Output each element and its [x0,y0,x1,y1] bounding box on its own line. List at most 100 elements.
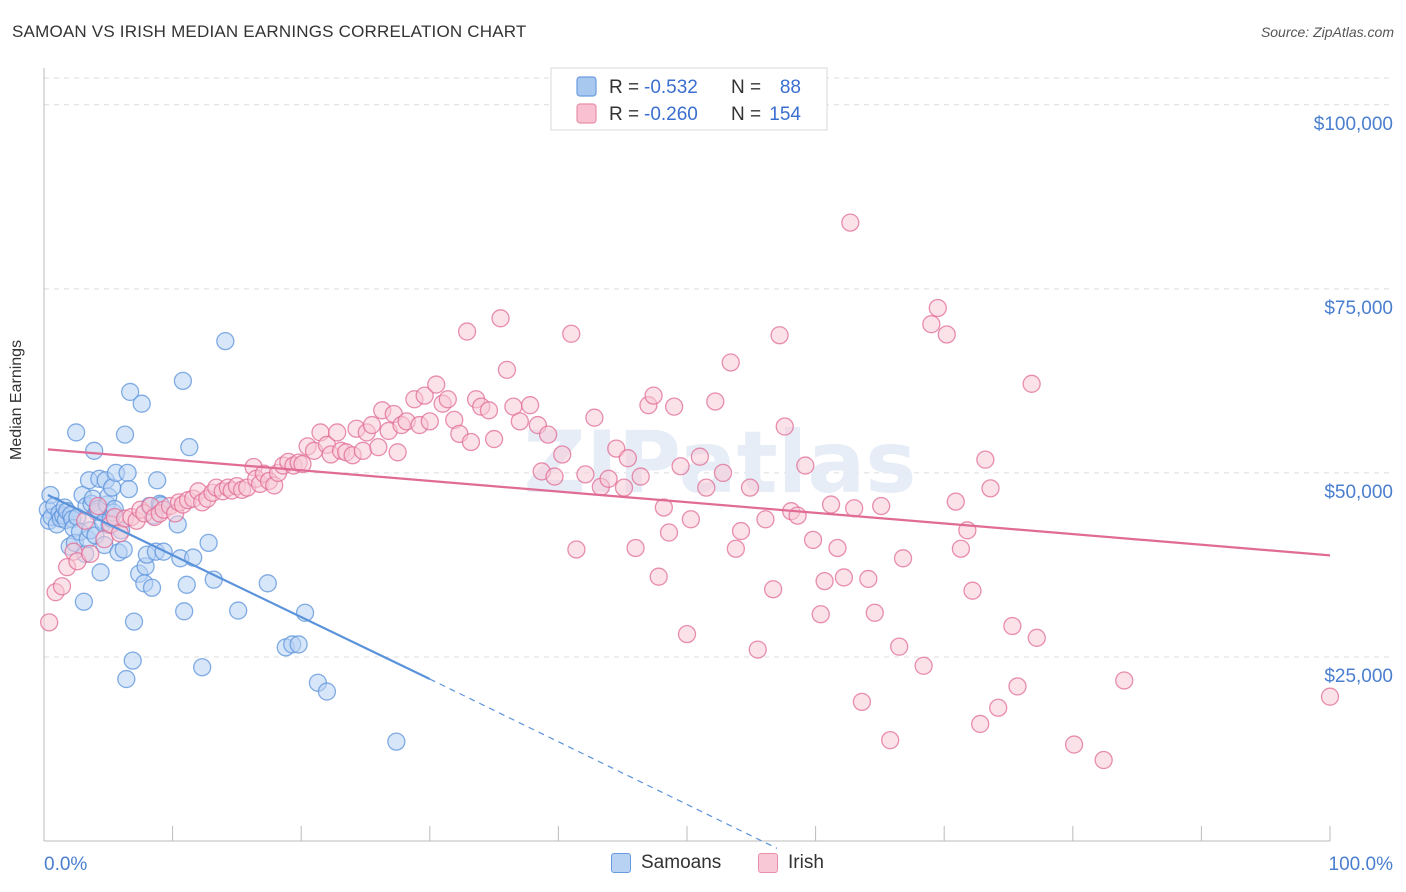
watermark: ZIPatlas [524,413,917,513]
point-irish [677,624,697,644]
stats-legend-box [550,67,828,131]
point-irish [865,603,884,622]
point-irish [81,544,100,564]
point-samoans [119,479,139,499]
point-irish [951,539,971,558]
legend-label-irish: Irish [788,852,824,873]
point-irish [981,479,1000,498]
point-irish [626,538,645,558]
point-samoans [193,658,212,677]
point-irish [438,390,457,409]
point-irish [963,581,982,600]
point-irish [821,495,841,514]
point-irish [1022,374,1041,393]
point-irish [706,392,725,411]
legend-swatch-samoans [611,853,631,873]
stats-legend-n-value: 154 [769,104,801,125]
point-irish [420,412,439,431]
point-irish [756,510,775,529]
point-samoans [124,612,144,631]
point-samoans [387,732,406,751]
point-irish [671,457,690,476]
point-irish [713,463,733,483]
point-irish [697,478,716,497]
point-irish [1008,677,1027,696]
point-irish [770,326,789,345]
point-irish [664,397,684,416]
point-irish [1003,616,1022,636]
point-irish [914,656,933,675]
stats-legend-r-value: -0.532 [644,77,698,98]
point-samoans [216,331,235,351]
stats-legend-r-value: -0.260 [644,104,698,125]
point-irish [828,538,847,558]
point-irish [971,714,990,734]
point-irish [834,568,854,587]
point-irish [567,540,586,559]
point-irish [538,425,558,444]
x-tick-label-max: 100.0% [1329,854,1394,875]
point-irish [328,423,347,442]
point-irish [353,441,373,460]
point-irish [1115,671,1134,690]
point-irish [976,450,995,469]
point-irish [815,571,834,591]
point-samoans [175,602,194,621]
trend-line-samoans [47,493,431,681]
point-irish [618,449,637,468]
point-samoans [117,669,136,689]
point-irish [946,492,965,511]
stats-legend-r-label: R = [609,104,639,125]
point-irish [644,386,663,405]
y-tick-label: $100,000 [1314,114,1393,135]
point-irish [690,447,710,466]
point-irish [803,530,823,550]
point-irish [599,469,618,488]
point-irish [52,577,72,596]
point-irish [491,309,510,328]
point-irish [852,692,872,712]
point-irish [989,698,1008,717]
point-samoans [74,592,94,611]
point-irish [415,386,434,405]
point-samoans [204,570,223,589]
point-irish [775,417,794,436]
point-irish [1094,750,1113,770]
point-irish [845,499,864,518]
point-irish [649,567,668,586]
point-irish [1064,735,1084,754]
point-irish [1320,687,1340,706]
point-irish [788,506,807,525]
point-irish [928,298,947,318]
point-samoans [115,425,135,444]
point-irish [764,580,783,599]
point-irish [937,325,956,344]
point-samoans [258,574,277,593]
point-irish [457,322,477,341]
point-irish [748,640,767,659]
point-samoans [121,382,140,402]
point-samoans [184,548,203,567]
point-irish [881,730,900,750]
point-irish [39,613,59,632]
point-samoans [85,441,104,460]
point-irish [1027,628,1046,647]
point-samoans [91,563,110,582]
stats-legend-swatch [576,76,597,97]
point-irish [796,456,815,475]
point-irish [545,467,564,486]
point-samoans [148,471,167,490]
point-irish [293,454,312,474]
point-samoans [118,463,137,483]
point-irish [562,324,581,343]
point-irish [726,539,746,558]
point-irish [479,401,499,420]
point-irish [427,375,446,394]
point-irish [388,443,407,462]
chart-title: SAMOAN VS IRISH MEDIAN EARNINGS CORRELAT… [12,22,527,41]
point-irish [585,408,604,427]
point-irish [922,315,941,334]
legend-item-samoans: Samoans [611,852,721,874]
point-irish [510,412,529,431]
